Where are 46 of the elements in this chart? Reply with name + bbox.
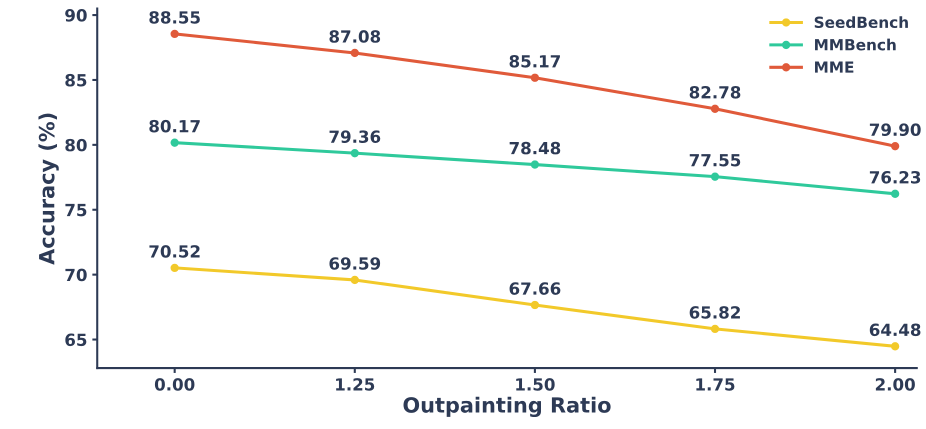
point (350, 148, 359, 158)
y-axis-title: Accuracy (%) (38, 114, 59, 265)
data-label: 64.48 (870, 324, 920, 336)
point (530, 74, 540, 82)
x-tick-label: 0.00 (154, 378, 194, 391)
x-tick-label: 1.25 (336, 378, 374, 391)
point (890, 142, 900, 150)
data-label: 82.78 (690, 86, 740, 99)
y-tick-label: 75 (65, 204, 86, 216)
point (350, 276, 359, 284)
point (890, 342, 900, 350)
y-tick-label: 70 (65, 268, 87, 282)
point (170, 30, 179, 38)
data-label: 67.66 (510, 282, 560, 295)
point (710, 324, 720, 334)
legend-label: MMBench (815, 38, 896, 50)
data-label: 79.36 (330, 130, 380, 143)
legend-label: SeedBench (814, 16, 908, 28)
point (710, 104, 720, 113)
data-label: 76.23 (870, 171, 920, 184)
data-label: 65.82 (690, 306, 740, 319)
y-tick-label: 65 (65, 334, 86, 346)
data-label: 80.17 (149, 120, 200, 132)
data-label: 88.55 (149, 11, 200, 24)
point (170, 138, 179, 147)
y-tick-label: 85 (65, 74, 86, 87)
data-label: 87.08 (329, 30, 380, 43)
y-tick-label: 80 (65, 138, 87, 152)
y-tick-label: 90 (65, 9, 87, 22)
legend-label: MME (815, 62, 854, 73)
point (170, 264, 179, 272)
point (710, 172, 720, 181)
data-label: 85.17 (510, 54, 560, 68)
data-label: 79.90 (870, 123, 921, 136)
point (530, 160, 540, 169)
x-axis-title: Outpainting Ratio (403, 396, 611, 418)
x-tick-label: 1.50 (516, 378, 555, 391)
x-tick-label: 2.00 (876, 378, 915, 391)
x-tick-label: 1.75 (696, 378, 734, 391)
data-label: 77.55 (690, 154, 740, 166)
data-label: 78.48 (510, 142, 560, 154)
data-label: 69.59 (329, 257, 380, 270)
data-label: 70.52 (149, 245, 200, 258)
point (890, 190, 900, 198)
point (350, 48, 359, 58)
point (530, 300, 540, 310)
